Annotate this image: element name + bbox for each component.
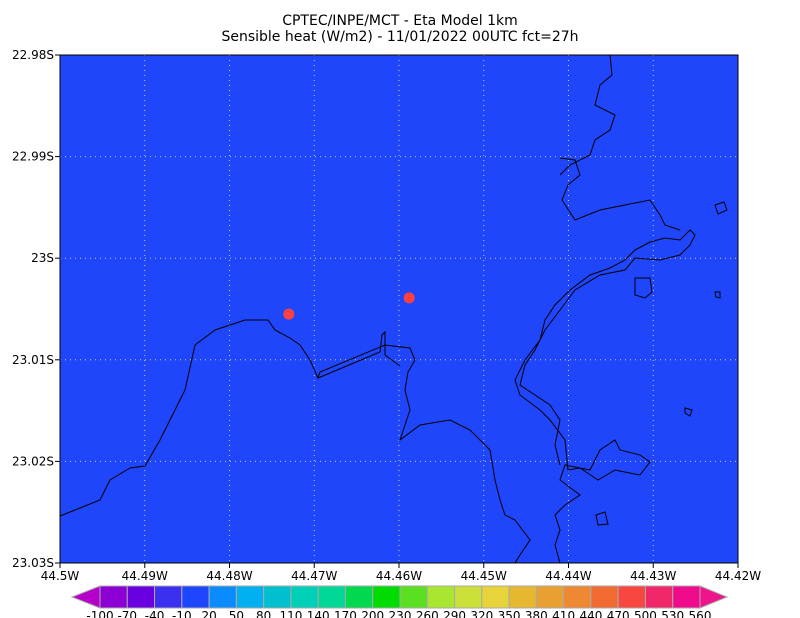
colorbar-label: 80	[256, 609, 271, 618]
y-tick-label: 22.98S	[12, 48, 54, 62]
colorbar-label: 470	[607, 609, 630, 618]
colorbar-label: 320	[470, 609, 493, 618]
colorbar-label: 50	[229, 609, 244, 618]
station-marker	[403, 292, 415, 304]
y-tick-label: 23.03S	[12, 556, 54, 570]
colorbar-box	[617, 585, 646, 609]
colorbar-box	[590, 585, 619, 609]
x-tick-label: 44.46W	[376, 569, 422, 583]
colorbar-label: -70	[117, 609, 137, 618]
colorbar-box	[208, 585, 237, 609]
x-tick-label: 44.42W	[715, 569, 761, 583]
colorbar-label: 110	[279, 609, 302, 618]
colorbar-label: 350	[498, 609, 521, 618]
colorbar-box	[263, 585, 292, 609]
colorbar-label: 410	[552, 609, 575, 618]
colorbar-label: 170	[334, 609, 357, 618]
colorbar-box	[317, 585, 346, 609]
colorbar: -100 -70 -40 -10 20 50 80 110 140 170 200 230 260 290…	[70, 585, 729, 618]
grid	[60, 55, 738, 563]
colorbar-box	[481, 585, 510, 609]
colorbar-label: 500	[634, 609, 657, 618]
colorbar-label: 200	[361, 609, 384, 618]
y-tick-label: 23.02S	[12, 454, 54, 468]
colorbar-box	[426, 585, 456, 609]
colorbar-box	[535, 585, 565, 609]
x-tick-label: 44.49W	[122, 569, 168, 583]
y-tick-label: 22.99S	[12, 150, 54, 164]
colorbar-box	[181, 585, 210, 609]
colorbar-box	[372, 585, 401, 609]
colorbar-box	[344, 585, 374, 609]
colorbar-label: 530	[661, 609, 684, 618]
x-tick-label: 44.44W	[545, 569, 591, 583]
title-line-2: Sensible heat (W/m2) - 11/01/2022 00UTC …	[221, 29, 579, 45]
coastline	[59, 54, 728, 564]
y-tick-label: 23.01S	[12, 353, 54, 367]
colorbar-box	[672, 585, 701, 609]
colorbar-box	[126, 585, 156, 609]
colorbar-box	[563, 585, 592, 609]
colorbar-label: -100	[86, 609, 113, 618]
colorbar-label: 140	[307, 609, 330, 618]
x-tick-label: 44.5W	[41, 569, 80, 583]
colorbar-label: -40	[145, 609, 165, 618]
x-tick-label: 44.47W	[291, 569, 337, 583]
sensible-heat-field	[60, 55, 738, 563]
colorbar-box	[399, 585, 428, 609]
colorbar-label: 20	[201, 609, 216, 618]
colorbar-box	[290, 585, 319, 609]
colorbar-box	[644, 585, 674, 609]
colorbar-box	[99, 585, 128, 609]
colorbar-label: 230	[389, 609, 412, 618]
x-tick-label: 44.43W	[630, 569, 676, 583]
colorbar-label: 560	[689, 609, 712, 618]
y-tick-label: 23S	[31, 251, 54, 265]
x-tick-label: 44.48W	[206, 569, 252, 583]
colorbar-label: 440	[579, 609, 602, 618]
colorbar-box	[154, 585, 183, 609]
colorbar-label: 260	[416, 609, 439, 618]
colorbar-box	[235, 585, 265, 609]
colorbar-label: -10	[172, 609, 192, 618]
colorbar-under-triangle	[70, 585, 101, 609]
colorbar-over-triangle	[699, 585, 729, 609]
station-marker	[283, 308, 295, 320]
colorbar-box	[508, 585, 537, 609]
x-tick-label: 44.45W	[461, 569, 507, 583]
colorbar-label: 290	[443, 609, 466, 618]
colorbar-label: 380	[525, 609, 548, 618]
title-line-1: CPTEC/INPE/MCT - Eta Model 1km	[282, 13, 518, 29]
colorbar-box	[454, 585, 483, 609]
